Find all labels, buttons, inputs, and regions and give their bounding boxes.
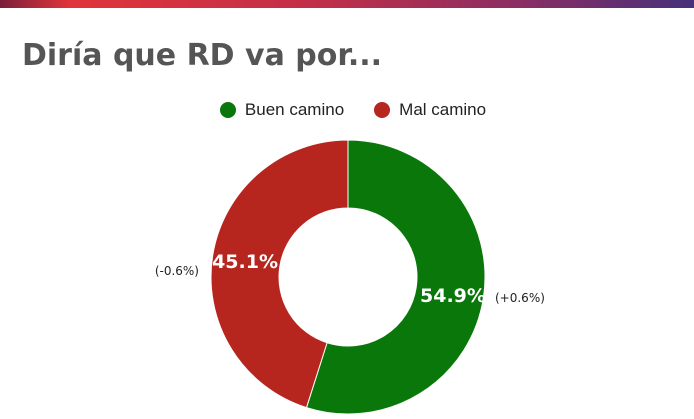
legend-swatch-buen-camino bbox=[219, 102, 236, 118]
legend-swatch-mal-camino bbox=[374, 102, 391, 118]
legend-label-buen-camino: Buen camino bbox=[244, 100, 345, 119]
slice-label-mal-camino: 45.1% bbox=[212, 251, 278, 273]
legend-label-mal-camino: Mal camino bbox=[399, 100, 487, 119]
change-label-buen-camino: (+0.6%) bbox=[495, 291, 545, 305]
chart-legend: Buen camino Mal camino bbox=[0, 99, 694, 121]
slice-label-buen-camino: 54.9% bbox=[420, 285, 486, 307]
chart-title: Diría que RD va por... bbox=[22, 38, 383, 73]
legend-item-buen-camino: Buen camino bbox=[219, 100, 345, 120]
slice-buen-camino bbox=[305, 139, 486, 415]
slice-mal-camino bbox=[210, 139, 349, 409]
legend-item-mal-camino: Mal camino bbox=[374, 100, 486, 120]
change-label-mal-camino: (-0.6%) bbox=[155, 264, 199, 278]
top-banner bbox=[0, 0, 694, 8]
